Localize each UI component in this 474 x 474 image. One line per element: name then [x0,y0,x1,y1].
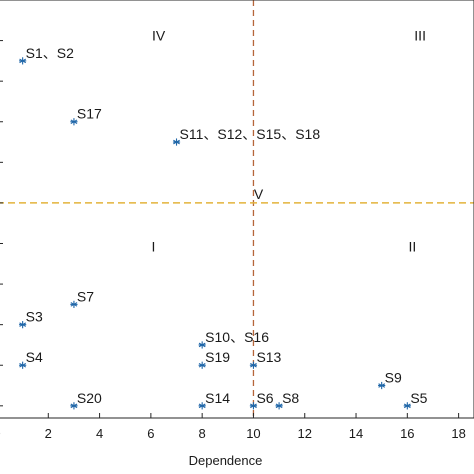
region-label: V [254,186,264,202]
x-tick-label: 10 [246,426,260,441]
point-label: S1、S2 [26,45,74,61]
data-point [198,402,206,410]
data-point [249,402,258,410]
point-label: S4 [26,349,43,365]
point-label: S3 [26,309,43,325]
data-point [198,361,206,369]
data-points: S1、S2 S17 S11、S12、S15、S18 S7 S3 S10、S16 S19 S13… [19,45,428,410]
point-label: S5 [410,390,427,406]
point-label: S6 [256,390,273,406]
point-label: S14 [205,390,230,406]
data-point [403,402,411,410]
point-label: S8 [282,390,299,406]
region-label: III [414,28,426,44]
data-point [198,341,206,349]
point-label: S19 [205,349,230,365]
data-point [19,321,27,329]
data-point [378,381,386,390]
x-tick-label: 8 [199,426,206,441]
point-label: S10、S16 [205,329,269,345]
x-tick-label: 4 [96,426,103,441]
data-point [70,402,78,410]
x-tick-label: 16 [400,426,414,441]
point-label: S11、S12、S15、S18 [180,126,321,142]
data-point [19,361,27,369]
x-tick-label: 6 [147,426,154,441]
plot-frame [0,0,474,419]
x-tick-label: 2 [45,426,52,441]
data-point [70,118,78,126]
point-label: S7 [77,288,94,304]
point-label: S13 [256,349,281,365]
data-point [70,300,78,308]
x-axis-title: Dependence [189,453,263,468]
x-tick-label: 18 [451,426,465,441]
x-tick-label: 0 [0,426,1,441]
quadrant-dividers [0,0,474,418]
axis-ticks: 0 2 4 6 8 10 12 14 16 18 [0,0,466,441]
point-label: S9 [385,370,402,386]
data-point [172,138,181,146]
x-tick-label: 12 [298,426,312,441]
region-label: I [151,239,155,255]
data-point [249,361,258,369]
data-point [19,57,27,65]
region-label: II [409,239,417,255]
data-point [275,402,283,410]
region-label: IV [152,28,166,44]
x-tick-label: 14 [349,426,363,441]
point-label: S17 [77,106,102,122]
point-label: S20 [77,390,102,406]
